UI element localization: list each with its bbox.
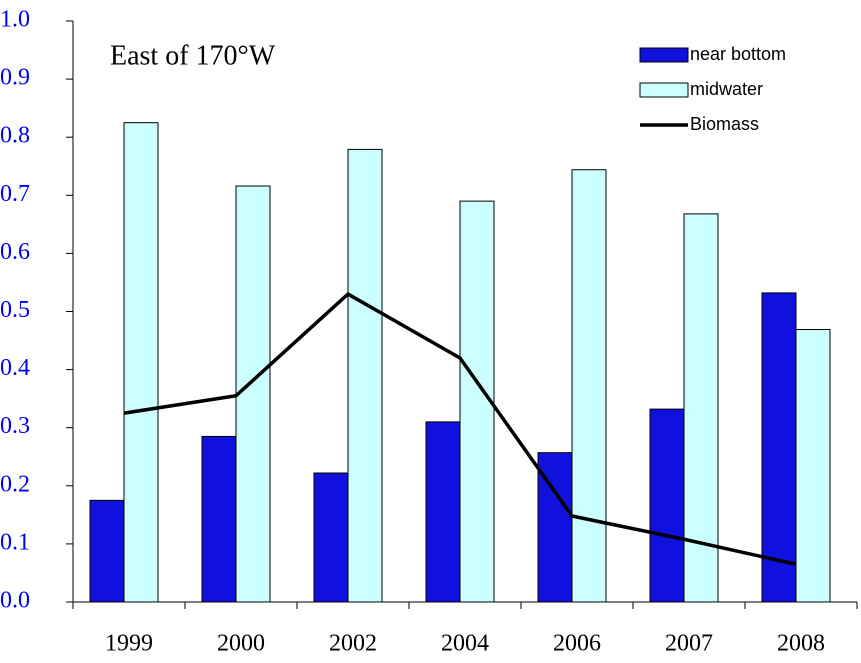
legend-label: midwater bbox=[690, 79, 763, 99]
legend-label: near bottom bbox=[690, 44, 786, 64]
legend-swatch bbox=[639, 47, 689, 63]
bar bbox=[761, 292, 797, 603]
y-tick-label: 1.0 bbox=[0, 7, 30, 33]
bar bbox=[425, 421, 461, 603]
x-tick-label: 2000 bbox=[217, 631, 265, 657]
y-tick-label: 0.1 bbox=[0, 529, 30, 555]
y-tick-label: 0.3 bbox=[0, 413, 30, 439]
bar bbox=[571, 169, 607, 603]
bar bbox=[683, 213, 719, 603]
y-tick-label: 0.6 bbox=[0, 239, 30, 265]
legend-swatch bbox=[639, 82, 689, 98]
bar bbox=[89, 499, 125, 603]
bar bbox=[123, 122, 159, 603]
bar bbox=[235, 185, 271, 603]
bar bbox=[459, 200, 495, 603]
y-tick-label: 0.9 bbox=[0, 65, 30, 91]
line bbox=[123, 292, 797, 566]
x-tick-label: 2008 bbox=[777, 631, 825, 657]
x-tick-label: 2007 bbox=[665, 631, 713, 657]
y-tick-label: 0.7 bbox=[0, 181, 30, 207]
y-tick-label: 0.4 bbox=[0, 355, 30, 381]
x-tick-label: 2002 bbox=[329, 631, 377, 657]
y-tick-label: 0.5 bbox=[0, 297, 30, 323]
bar bbox=[649, 408, 685, 603]
y-tick-label: 0.0 bbox=[0, 588, 30, 614]
legend-label: Biomass bbox=[690, 114, 759, 134]
bar bbox=[347, 148, 383, 603]
chart-title: East of 170°W bbox=[110, 40, 276, 71]
y-tick-label: 0.2 bbox=[0, 471, 30, 497]
bar bbox=[201, 435, 237, 603]
x-tick-label: 1999 bbox=[105, 631, 153, 657]
x-tick-label: 2006 bbox=[553, 631, 601, 657]
bar bbox=[313, 472, 349, 603]
bar bbox=[795, 329, 831, 603]
y-tick-label: 0.8 bbox=[0, 123, 30, 149]
x-tick-label: 2004 bbox=[441, 631, 489, 657]
